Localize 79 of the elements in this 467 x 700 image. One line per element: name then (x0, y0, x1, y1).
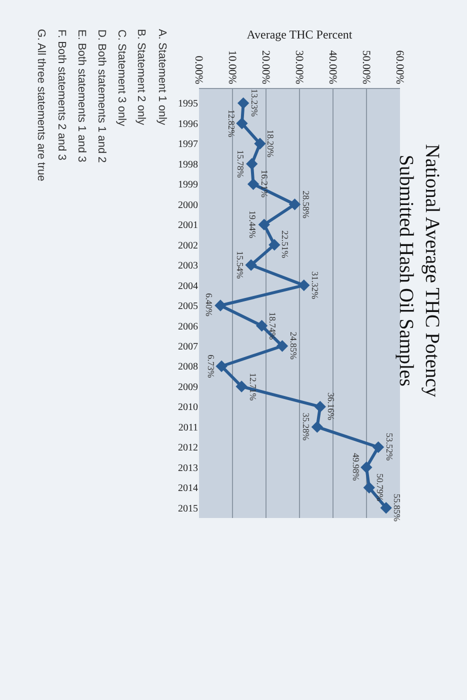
data-label: 19.44% (248, 210, 258, 239)
point (216, 360, 228, 372)
text: F. Both statements 2 and 3 (56, 30, 68, 160)
point (254, 138, 266, 150)
y-tick-label: 1996 (178, 118, 198, 130)
data-label: 35.28% (301, 412, 312, 441)
point (288, 198, 301, 210)
y-tick-label: 2011 (178, 422, 198, 434)
data-label: 22.51% (280, 230, 290, 259)
text: E. Both statements 1 and 3 (76, 30, 88, 162)
point (258, 218, 270, 230)
point (236, 380, 248, 392)
y-tick-label: 2002 (178, 240, 198, 252)
point (311, 421, 324, 433)
y-tick-label: 1998 (178, 159, 198, 170)
data-label: 18.20% (266, 130, 276, 158)
data-label: 31.32% (310, 271, 320, 300)
point (245, 259, 257, 271)
x-tick-label: 40.00% (326, 50, 338, 84)
text: D. Both statements 1 and 2 (96, 30, 108, 163)
x-tick-label: 0.00% (192, 56, 204, 84)
data-label: 55.85% (392, 494, 402, 522)
y-tick-label: 2010 (178, 402, 198, 414)
text: A. Statement 1 only (156, 29, 168, 126)
y-tick-label: 2008 (178, 362, 198, 373)
point (268, 238, 280, 251)
y-tick-label: 2009 (178, 382, 198, 393)
point (247, 178, 260, 190)
y-tick-label: 2006 (178, 321, 198, 332)
y-tick-label: 2004 (178, 280, 198, 292)
point (314, 400, 326, 413)
y-tick-label: 2015 (178, 503, 198, 514)
point (298, 279, 310, 292)
point (380, 502, 392, 514)
x-tick-label: 10.00% (226, 50, 238, 84)
data-label: 15.54% (235, 250, 246, 280)
point (372, 441, 384, 454)
y-tick-label: 2000 (178, 200, 198, 211)
y-tick-label: 1997 (178, 139, 198, 150)
x-tick-label: 60.00% (393, 50, 406, 84)
data-label: 18.74% (268, 312, 278, 340)
x-tick-label: 30.00% (292, 50, 305, 84)
y-tick-label: 2012 (178, 442, 198, 454)
text: B. Statement 2 only (135, 29, 147, 126)
x-axis-title: Average THC Percent (246, 28, 353, 42)
data-label: 24.85% (288, 332, 298, 360)
point (276, 340, 288, 352)
point (246, 158, 258, 170)
data-label: 53.52% (384, 432, 394, 462)
data-label: 49.98% (350, 452, 361, 482)
data-label: 12.82% (226, 109, 236, 138)
data-label: 6.40% (204, 293, 214, 317)
text: National Average THC Potency Submitted Hash Oil Samples (395, 144, 443, 398)
y-tick-label: 1999 (178, 180, 198, 191)
point (236, 118, 248, 130)
data-label: 13.23% (249, 88, 260, 118)
data-label: 12.71% (248, 372, 258, 402)
y-tick-label: 2007 (178, 342, 198, 352)
data-label: 16.21% (259, 170, 270, 198)
x-tick-label: 50.00% (360, 50, 372, 84)
point (360, 462, 372, 474)
point (237, 97, 250, 110)
y-tick-label: 2001 (178, 220, 198, 232)
data-label: 36.16% (326, 392, 336, 421)
point (256, 320, 268, 332)
data-label: 15.78% (236, 150, 246, 178)
point (214, 300, 226, 312)
data-label: 28.58% (301, 190, 312, 219)
y-tick-label: 2005 (178, 301, 198, 312)
y-tick-label: 1995 (178, 98, 198, 110)
text: G. All three statements are true (35, 29, 47, 182)
y-tick-label: 2003 (178, 260, 198, 272)
data-label: 50.79% (374, 474, 385, 502)
point (363, 482, 375, 494)
text: C. Statement 3 only (116, 30, 128, 127)
data-label: 6.73% (206, 354, 216, 378)
y-tick-label: 2014 (178, 483, 198, 494)
y-tick-label: 2013 (178, 462, 198, 474)
x-tick-label: 20.00% (259, 50, 272, 84)
